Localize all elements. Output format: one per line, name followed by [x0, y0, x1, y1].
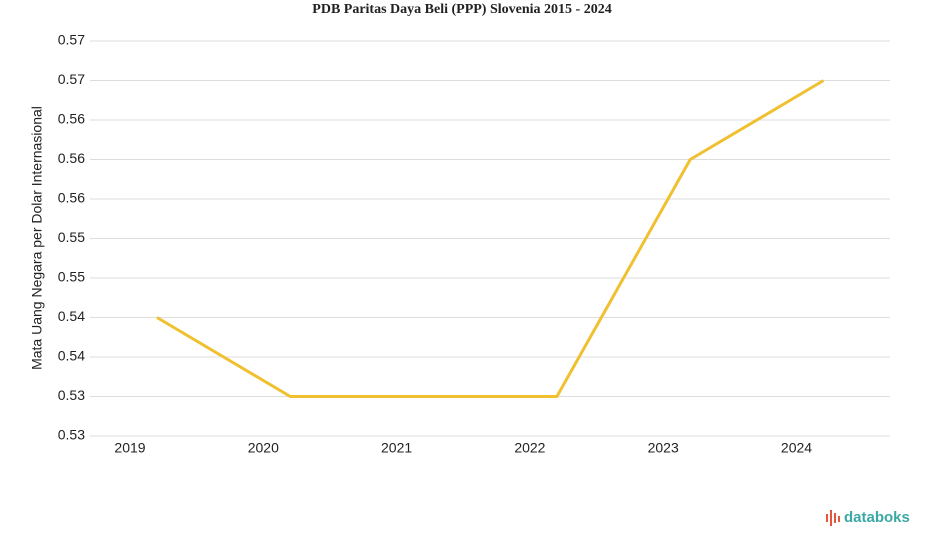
x-tick-label: 2023	[648, 440, 679, 456]
y-axis-label: Mata Uang Negara per Dolar Internasional	[29, 106, 45, 370]
y-tick-label: 0.57	[58, 71, 85, 87]
chart-title: PDB Paritas Daya Beli (PPP) Slovenia 201…	[312, 2, 611, 17]
y-tick-label: 0.56	[58, 150, 85, 166]
watermark: databoks	[844, 509, 910, 526]
line	[156, 79, 825, 398]
y-tick-label: 0.57	[58, 32, 85, 48]
x-tick-label: 2019	[114, 440, 145, 456]
x-tick-label: 2022	[514, 440, 545, 456]
y-tick-label: 0.56	[58, 111, 85, 127]
x-tick-label: 2024	[781, 440, 812, 456]
y-tick-label: 0.55	[58, 269, 85, 285]
y-tick-label: 0.53	[58, 387, 85, 403]
x-tick-label: 2021	[381, 440, 412, 456]
logo: databoks	[826, 509, 910, 526]
y-tick-label: 0.54	[58, 308, 85, 324]
y-tick-label: 0.56	[58, 190, 85, 206]
y-tick-label: 0.54	[58, 348, 85, 364]
y-tick-label: 0.55	[58, 229, 85, 245]
x-tick-label: 2020	[248, 440, 279, 456]
y-tick-label: 0.53	[58, 427, 85, 443]
